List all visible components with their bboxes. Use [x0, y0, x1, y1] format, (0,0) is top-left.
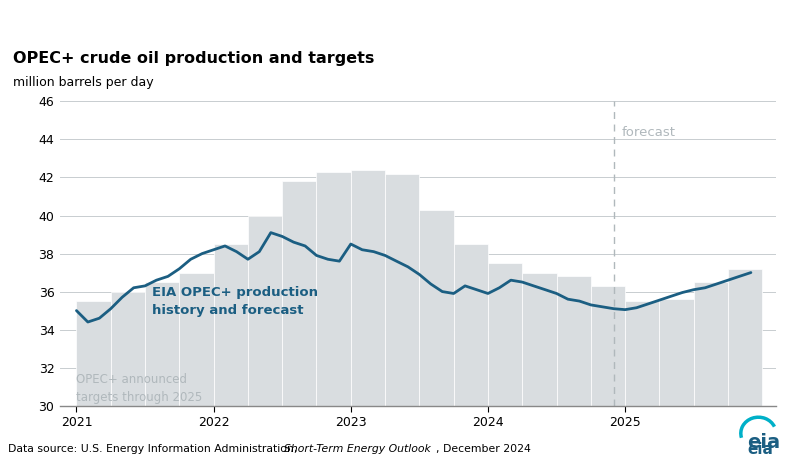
Bar	[625, 301, 659, 461]
Text: million barrels per day: million barrels per day	[14, 76, 154, 89]
Bar	[728, 269, 762, 461]
Bar	[248, 215, 282, 461]
Bar	[385, 174, 419, 461]
Text: OPEC+ announced
targets through 2025: OPEC+ announced targets through 2025	[77, 373, 202, 404]
Bar	[145, 282, 179, 461]
Bar	[419, 210, 454, 461]
Bar	[522, 272, 557, 461]
Text: OPEC+ crude oil production and targets: OPEC+ crude oil production and targets	[14, 51, 375, 65]
Bar	[591, 286, 625, 461]
Text: , December 2024: , December 2024	[436, 444, 531, 454]
Text: EIA OPEC+ production
history and forecast: EIA OPEC+ production history and forecas…	[152, 286, 318, 317]
Text: eia: eia	[747, 442, 774, 457]
Bar	[77, 301, 110, 461]
Bar	[110, 291, 145, 461]
Text: Short-Term Energy Outlook: Short-Term Energy Outlook	[284, 444, 430, 454]
Bar	[659, 299, 694, 461]
Bar	[214, 244, 248, 461]
Bar	[179, 272, 214, 461]
Bar	[317, 172, 350, 461]
Bar	[282, 181, 317, 461]
Bar	[454, 244, 488, 461]
Bar	[694, 282, 728, 461]
Bar	[488, 263, 522, 461]
Bar	[557, 277, 591, 461]
Text: forecast: forecast	[622, 126, 676, 139]
Text: eia: eia	[747, 433, 780, 452]
Text: Data source: U.S. Energy Information Administration,: Data source: U.S. Energy Information Adm…	[8, 444, 301, 454]
Bar	[350, 170, 385, 461]
